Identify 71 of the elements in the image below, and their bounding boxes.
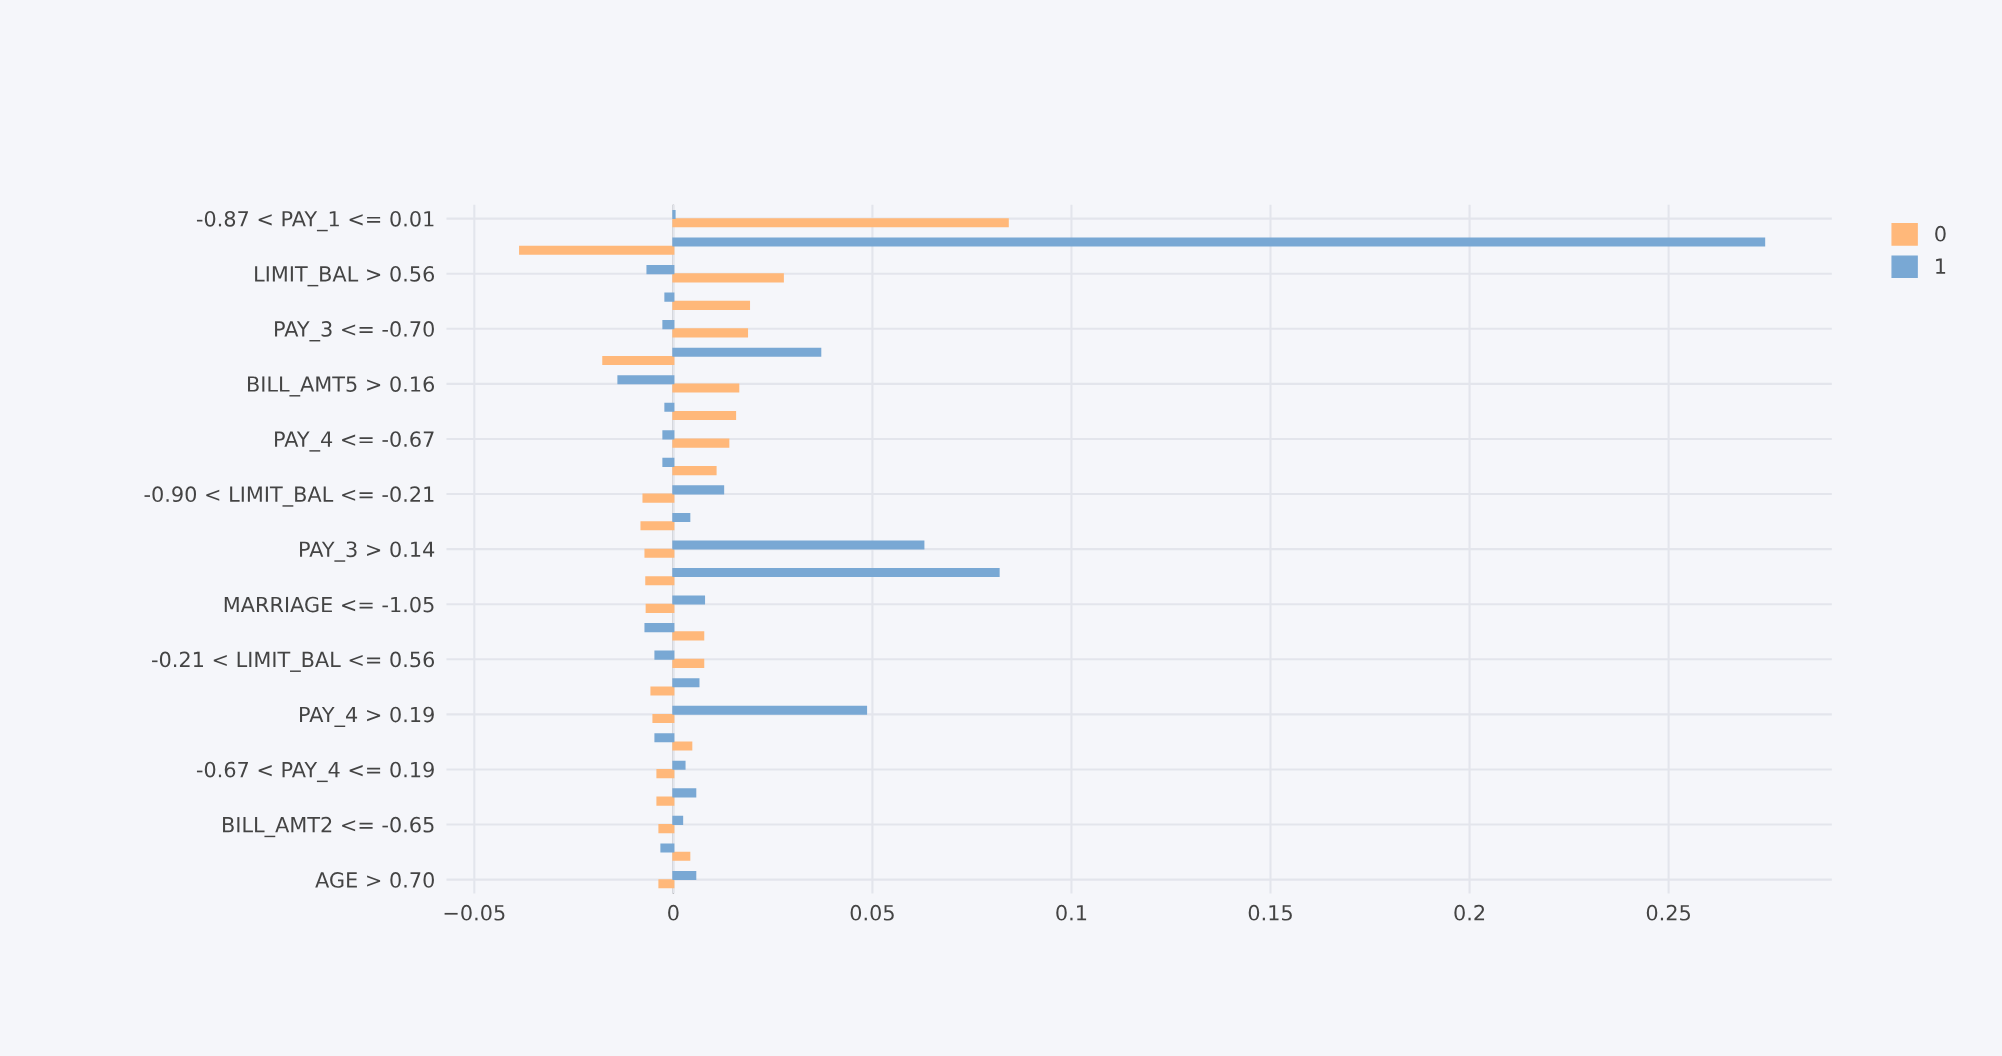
bar [658,824,675,834]
legend-label: 1 [1936,258,1946,274]
bar [642,493,675,503]
bar [658,879,675,889]
bar [672,273,784,283]
bar [672,815,684,825]
bar [602,355,675,366]
bar [645,576,675,586]
x-tick-label: 0.2 [1454,904,1485,921]
bar [672,485,725,495]
bar [672,658,705,668]
bar [662,457,675,467]
bar [654,733,675,743]
bar [662,430,675,440]
y-tick-label: PAY_3 <= -0.70 [275,321,434,342]
bar [672,678,700,688]
x-tick-label: 0 [668,904,679,921]
bar [672,512,691,522]
bar [672,788,697,798]
bar [640,521,675,531]
bar [664,292,675,302]
y-tick-label: -0.87 < PAY_1 <= 0.01 [196,210,434,232]
bar [672,540,925,550]
y-tick-label: -0.67 < PAY_4 <= 0.19 [196,761,434,783]
bar [672,383,740,393]
x-tick-label: 0.25 [1646,904,1690,921]
bar [672,218,1009,228]
y-tick-label: BILL_AMT5 > 0.16 [248,376,435,397]
bar [672,851,691,861]
y-tick-label: MARRIAGE <= -1.05 [224,596,434,613]
y-tick-label: PAY_3 > 0.14 [300,541,435,562]
y-tick-label: -0.90 < LIMIT_BAL <= -0.21 [144,486,434,507]
bar [672,595,706,605]
bar [519,245,675,255]
bar [644,548,675,558]
y-tick-label: -0.21 < LIMIT_BAL <= 0.56 [152,651,435,672]
bar [646,265,675,275]
bar [672,328,749,338]
bar [662,320,675,330]
y-tick-label: PAY_4 <= -0.67 [275,431,434,452]
bar [672,870,697,881]
bar [664,402,675,412]
y-tick-label: PAY_4 > 0.19 [300,706,434,728]
bar [672,567,1000,578]
x-tick-label: −0.05 [444,904,505,921]
bar [672,237,1766,247]
legend-label: 0 [1935,225,1946,242]
x-tick-label: 0.1 [1056,904,1087,921]
bar [617,375,675,385]
bar [650,686,675,696]
x-tick-label: 0.05 [850,904,894,921]
y-tick-label: AGE > 0.70 [315,872,434,888]
y-tick-label: LIMIT_BAL > 0.56 [255,265,435,287]
y-tick-label: BILL_AMT2 <= -0.65 [223,816,434,838]
bar [672,438,730,448]
bar [652,713,675,724]
bar [644,623,675,633]
bar [672,466,717,476]
bar [672,411,737,421]
bar [660,843,675,853]
bar [672,300,751,310]
x-tick-label: 0.15 [1248,904,1292,921]
bar [645,603,675,613]
bar [672,741,693,751]
bar [656,796,675,806]
bar [672,760,686,770]
bar [654,650,675,660]
bar [672,347,822,357]
bar [672,705,868,715]
bar [656,769,675,779]
bar [672,631,705,641]
